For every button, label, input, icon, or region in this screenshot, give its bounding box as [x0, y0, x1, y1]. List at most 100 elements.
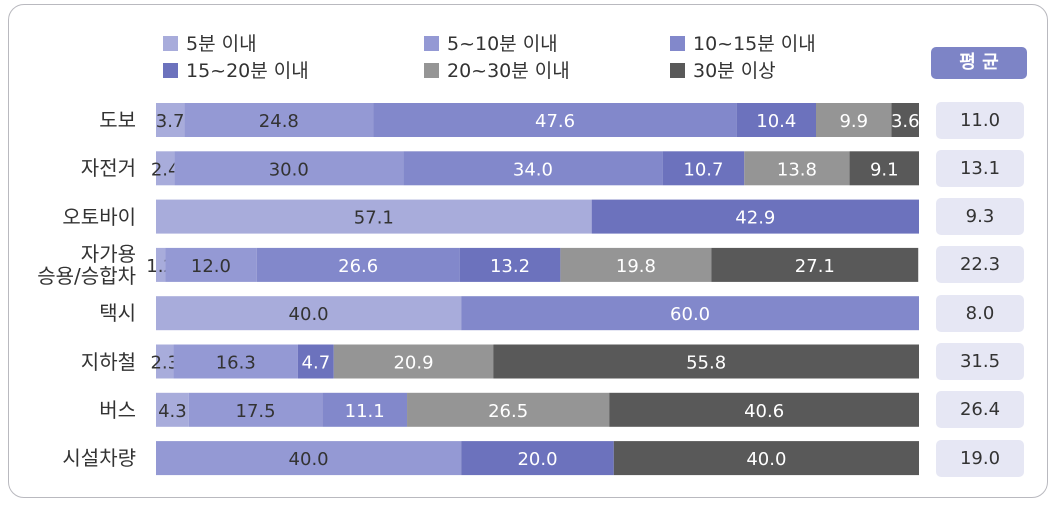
- bar-value-label: 40.0: [289, 449, 329, 470]
- bar-value-label: 40.0: [746, 449, 786, 470]
- bar-segment: [849, 151, 919, 186]
- category-label-line: 도보: [99, 108, 136, 132]
- bar-value-label: 4.7: [302, 353, 331, 374]
- bar-value-label: 2.4: [151, 159, 180, 180]
- legend-label: 15~20분 이내: [186, 60, 309, 82]
- bar-segment: [407, 392, 610, 427]
- bar-value-label: 3.7: [156, 111, 185, 132]
- bar-segment: [156, 296, 462, 331]
- bar-value-label: 26.6: [338, 256, 378, 277]
- bar-segment: [744, 151, 850, 186]
- bar-segment: [461, 441, 614, 476]
- bar-segment: [493, 344, 919, 379]
- bar-value-label: 40.6: [744, 401, 784, 422]
- legend: 5분 이내 5~10분 이내 10~15분 이내 15~20분 이내 20~30…: [0, 0, 1058, 90]
- bar-value-label: 17.5: [236, 401, 276, 422]
- legend-label: 10~15분 이내: [693, 33, 816, 55]
- legend-swatch: [670, 63, 685, 78]
- bar-segment: [173, 344, 298, 379]
- category-label: 시설차량: [62, 447, 136, 469]
- category-label: 버스: [99, 399, 136, 421]
- category-label-line: 버스: [99, 397, 136, 422]
- legend-item: 10~15분 이내: [670, 32, 816, 56]
- bar-segment: [662, 151, 745, 186]
- bar-value-label: 2.3: [150, 353, 179, 374]
- bar-value-label: 30.0: [269, 159, 309, 180]
- category-label-line: 시설차량: [62, 446, 136, 471]
- bar-segment: [333, 344, 494, 379]
- category-label: 택시: [99, 302, 136, 324]
- bar-value-label: 13.8: [777, 159, 817, 180]
- category-label-line: 승용/승합차: [37, 263, 136, 288]
- legend-swatch: [424, 63, 439, 78]
- bar-segment: [256, 247, 460, 282]
- legend-label: 5분 이내: [186, 33, 257, 55]
- bar-segment: [711, 247, 919, 282]
- bar-segment: [156, 392, 189, 427]
- bar-segment: [560, 247, 712, 282]
- bar-segment: [184, 103, 374, 137]
- legend-label: 20~30분 이내: [447, 60, 570, 82]
- bar-segment: [373, 103, 737, 137]
- bar-value-label: 60.0: [670, 304, 710, 325]
- bar-value-label: 20.9: [393, 353, 433, 374]
- bar-segment: [156, 199, 592, 234]
- average-value: 22.3: [936, 246, 1024, 284]
- category-label: 지하철: [81, 351, 136, 373]
- bar-value-label: 42.9: [735, 208, 775, 229]
- category-label: 도보: [99, 109, 136, 131]
- average-value: 9.3: [936, 198, 1024, 236]
- bar-value-label: 12.0: [191, 256, 231, 277]
- bar-value-label: 26.5: [488, 401, 528, 422]
- average-value: 26.4: [936, 391, 1024, 429]
- category-label-line: 지하철: [80, 349, 136, 374]
- bar-segment: [156, 151, 175, 186]
- legend-swatch: [670, 36, 685, 51]
- bar-value-label: 20.0: [517, 449, 557, 470]
- bar-value-label: 57.1: [354, 208, 394, 229]
- category-label-line: 오토바이: [62, 204, 136, 229]
- bar-value-label: 11.1: [345, 401, 385, 422]
- bar-segment: [403, 151, 663, 186]
- bar-value-label: 24.8: [259, 111, 299, 132]
- average-value: 19.0: [936, 439, 1024, 477]
- legend-swatch: [163, 36, 178, 51]
- bar-value-label: 3.6: [891, 111, 920, 132]
- legend-item: 5~10분 이내: [424, 32, 558, 56]
- bar-segment: [174, 151, 404, 186]
- bar-value-label: 40.0: [289, 304, 329, 325]
- bar-segment: [156, 247, 166, 282]
- bar-value-label: 55.8: [686, 353, 726, 374]
- legend-item: 5분 이내: [163, 32, 257, 56]
- legend-label: 30분 이상: [693, 60, 776, 82]
- bar-segment: [591, 199, 919, 234]
- bar-segment: [609, 392, 919, 427]
- bar-value-label: 13.2: [490, 256, 530, 277]
- legend-item: 30분 이상: [670, 59, 776, 83]
- legend-item: 15~20분 이내: [163, 59, 309, 83]
- bar-segment: [156, 344, 174, 379]
- bar-value-label: 34.0: [513, 159, 553, 180]
- bar-value-label: 9.1: [870, 159, 899, 180]
- bar-segment: [297, 344, 334, 379]
- category-label-line: 택시: [99, 301, 136, 326]
- category-label: 오토바이: [62, 206, 136, 228]
- bar-value-label: 9.9: [839, 111, 868, 132]
- bar-segment: [815, 103, 892, 137]
- legend-swatch: [424, 36, 439, 51]
- bar-segment: [459, 247, 561, 282]
- bar-value-label: 10.4: [756, 111, 796, 132]
- average-value: 31.5: [936, 343, 1024, 380]
- bar-segment: [156, 441, 462, 476]
- category-label-line: 자전거: [80, 156, 136, 181]
- category-label: 자가용 승용/승합차: [37, 243, 136, 287]
- category-label: 자전거: [81, 157, 136, 179]
- bar-value-label: 4.3: [158, 401, 187, 422]
- bar-value-label: 47.6: [535, 111, 575, 132]
- bar-segment: [736, 103, 816, 137]
- bar-segment: [461, 296, 919, 331]
- bar-value-label: 27.1: [795, 256, 835, 277]
- bar-segment: [165, 247, 257, 282]
- legend-swatch: [163, 63, 178, 78]
